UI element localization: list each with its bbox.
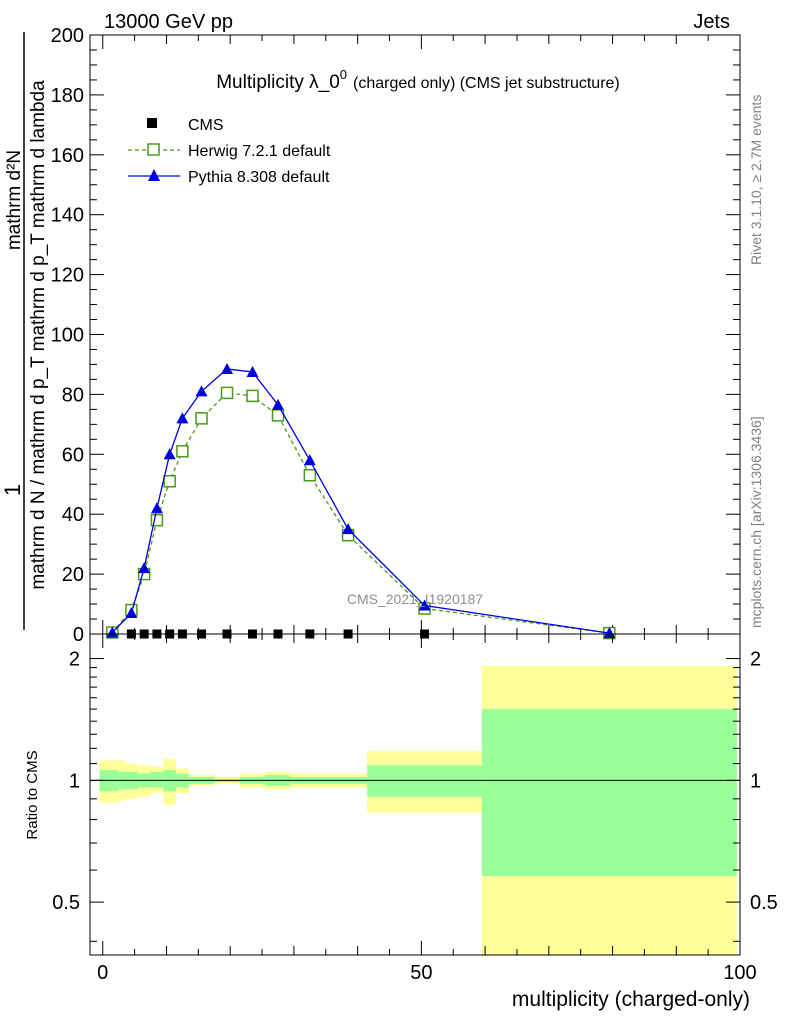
y-tick-label: 180 — [51, 85, 84, 107]
legend-label-herwig: Herwig 7.2.1 default — [188, 143, 331, 160]
herwig-data-point — [246, 389, 259, 403]
mcplots-label: mcplots.cern.ch [arXiv:1306.3436] — [748, 416, 764, 628]
legend-marker-pythia — [148, 169, 160, 181]
chart-title-small: (charged only) (CMS jet substructure) — [353, 75, 620, 92]
ratio-y-tick-label-right: 1 — [750, 770, 761, 792]
y-tick-label: 80 — [62, 384, 84, 406]
x-tick-label: 100 — [723, 962, 756, 984]
pythia-data-point — [163, 448, 176, 460]
legend-marker-herwig — [147, 143, 160, 156]
pythia-data-point — [418, 599, 431, 611]
main-ticks: 0 20 40 60 80 100 120 140 160 180 200 — [51, 25, 741, 646]
ratio-y-tick-label-right: 2 — [750, 649, 761, 671]
y-tick-label: 100 — [51, 325, 84, 347]
ratio-bands-layer — [90, 665, 740, 955]
rivet-label: Rivet 3.1.10, ≥ 2.7M events — [748, 95, 764, 265]
pythia-data-point — [342, 523, 355, 535]
ratio-y-tick-label: 2 — [69, 649, 80, 671]
ratio-y-tick-label: 0.5 — [52, 892, 80, 914]
ratio-y-tick-label-right: 0.5 — [750, 892, 778, 914]
pythia-data-point — [176, 412, 189, 424]
pythia-data-point — [246, 365, 259, 377]
pythia-data-point — [138, 562, 151, 574]
herwig-data-point — [220, 386, 234, 400]
ratio-inner-band — [150, 771, 164, 788]
main-y-label: 1 mathrm d²N mathrm d N / mathrm d p_T m… — [0, 32, 49, 630]
ratio-y-label: Ratio to CMS — [24, 750, 41, 839]
series-line-2 — [111, 368, 610, 634]
main-y-label-num: 1 — [0, 484, 25, 496]
chart-title: Multiplicity λ_00 (charged only) (CMS jet… — [216, 67, 620, 93]
ratio-plot-frame — [89, 633, 741, 956]
pythia-data-point — [150, 502, 163, 514]
herwig-data-point — [150, 513, 164, 527]
x-axis-label: multiplicity (charged-only) — [512, 988, 750, 1011]
category-label: Jets — [693, 11, 730, 33]
main-y-label-num-right: mathrm d²N — [4, 150, 25, 250]
herwig-data-point — [303, 469, 317, 482]
ratio-inner-band — [481, 709, 737, 877]
ratio-y-tick-label: 1 — [69, 770, 80, 792]
energy-label: 13000 GeV pp — [104, 11, 233, 33]
ratio-ticks: 0.5 0.5 1 1 2 2 0 50 100 — [52, 634, 778, 984]
series-line-1 — [111, 392, 610, 634]
herwig-data-point — [176, 445, 189, 458]
y-tick-label: 60 — [62, 444, 84, 466]
x-tick-label: 0 — [97, 962, 108, 984]
ratio-inner-band — [367, 765, 482, 797]
y-tick-label: 120 — [51, 265, 84, 287]
pythia-data-point — [303, 454, 316, 466]
chart-title-main: Multiplicity λ_0 — [216, 72, 340, 93]
main-y-label-den: mathrm d N / mathrm d p_T mathrm d p_T m… — [28, 80, 49, 590]
pythia-data-point — [195, 385, 208, 397]
herwig-data-point — [163, 475, 176, 488]
y-tick-label: 40 — [62, 504, 84, 526]
legend: CMS Herwig 7.2.1 default Pythia 8.308 de… — [128, 117, 331, 186]
legend-label-cms: CMS — [188, 117, 224, 134]
pythia-data-point — [221, 362, 234, 374]
watermark: CMS_2021_I1920187 — [347, 591, 483, 607]
pythia-data-point — [271, 398, 284, 410]
pythia-data-point — [106, 626, 119, 638]
y-tick-label: 20 — [62, 564, 84, 586]
y-tick-label: 140 — [51, 205, 84, 227]
pythia-data-point — [125, 607, 138, 619]
y-tick-label: 200 — [51, 25, 84, 47]
chart-title-sup: 0 — [340, 67, 347, 82]
y-tick-label: 160 — [51, 145, 84, 167]
legend-label-pythia: Pythia 8.308 default — [188, 169, 330, 186]
x-tick-label: 50 — [410, 962, 432, 984]
legend-marker-cms — [147, 118, 157, 128]
herwig-data-point — [195, 412, 208, 425]
y-tick-label: 0 — [73, 624, 84, 646]
